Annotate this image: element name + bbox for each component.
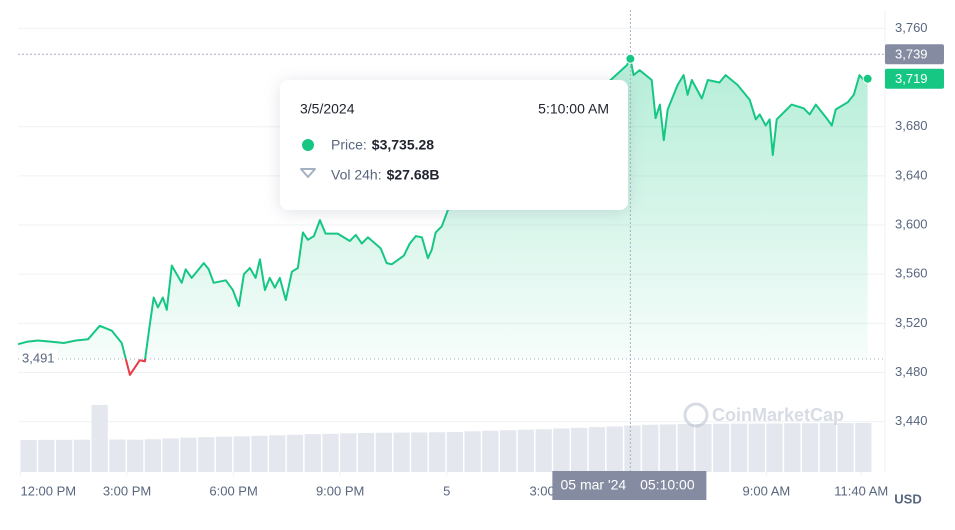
y-tick-label: 3,760 xyxy=(895,20,928,35)
point-marker xyxy=(625,53,636,64)
volume-bar xyxy=(446,431,463,472)
y-tick-label: 3,520 xyxy=(895,315,928,330)
volume-bar xyxy=(517,429,535,472)
y-unit: USD xyxy=(894,491,921,506)
volume-bar xyxy=(500,430,517,472)
y-tick-label: 3,560 xyxy=(895,266,928,281)
volume-bar xyxy=(375,432,392,472)
volume-bar xyxy=(91,404,108,472)
crosshair-date: 05 mar '24 xyxy=(561,477,627,493)
volume-bar xyxy=(784,423,801,472)
watermark: CoinMarketCap xyxy=(683,402,844,428)
volume-bar xyxy=(606,426,623,472)
volume-bar xyxy=(837,423,854,472)
volume-bar xyxy=(677,424,694,472)
volume-bar xyxy=(730,423,748,472)
x-tick-label: 5 xyxy=(443,483,450,498)
volume-bar xyxy=(304,434,321,472)
volume-bar xyxy=(819,423,836,472)
y-tick-label: 3,480 xyxy=(895,364,928,379)
volume-bar xyxy=(162,438,179,472)
x-tick-label: 9:00 AM xyxy=(743,483,791,498)
price-label-box xyxy=(885,68,944,89)
x-tick-label: 3:00 PM xyxy=(103,483,151,498)
baseline-label: 3,491 xyxy=(22,350,55,365)
volume-bar xyxy=(144,439,162,472)
volume-bar xyxy=(73,439,91,472)
crosshair-time: 05:10:00 xyxy=(640,477,695,493)
volume-bar xyxy=(393,432,410,472)
volume-bar xyxy=(322,433,339,472)
x-tick-label: 12:00 PM xyxy=(20,483,76,498)
volume-bar xyxy=(269,435,286,472)
tooltip-price-value: $3,735.28 xyxy=(372,137,434,153)
watermark-logo xyxy=(683,402,709,428)
volume-bar xyxy=(215,436,233,472)
volume-bar xyxy=(535,429,552,472)
watermark-text: CoinMarketCap xyxy=(712,405,844,425)
tooltip-time: 5:10:00 AM xyxy=(538,101,609,117)
tooltip-price-icon xyxy=(302,139,314,151)
volume-bar xyxy=(624,425,641,472)
tooltip-date: 3/5/2024 xyxy=(300,101,355,117)
volume-bar xyxy=(340,433,357,472)
volume-bar xyxy=(56,439,73,472)
volume-bar xyxy=(571,427,588,472)
tooltip-volume-value: $27.68B xyxy=(387,167,440,183)
volume-bar xyxy=(766,423,783,472)
price-area xyxy=(18,58,868,375)
y-tick-label: 3,600 xyxy=(895,216,928,231)
tooltip-volume-icon xyxy=(300,168,316,178)
tooltip xyxy=(280,80,628,210)
overlays: 3,491 3,739 3,719 05 mar '24 05:10:00 xyxy=(18,10,944,500)
volume-bar xyxy=(180,437,197,472)
tooltip-box xyxy=(280,80,628,210)
volume-bar xyxy=(286,434,304,472)
volume-bar xyxy=(553,428,570,472)
volume-bar xyxy=(38,439,55,472)
volume-bar xyxy=(588,427,606,472)
tooltip-price-label: Price: xyxy=(331,137,367,153)
price-line xyxy=(17,57,868,376)
volume-bar xyxy=(659,424,677,472)
y-tick-label: 3,440 xyxy=(895,413,928,428)
price-line xyxy=(17,57,868,376)
tooltip-content: 3/5/2024 5:10:00 AM Price: $3,735.28 Vol… xyxy=(300,101,609,183)
volume-bar xyxy=(855,422,872,472)
volume-bar xyxy=(642,424,659,472)
volume-bar xyxy=(801,423,819,472)
y-tick-label: 3,640 xyxy=(895,167,928,182)
point-marker xyxy=(862,73,873,84)
volume-bar xyxy=(20,440,37,472)
volume-bar xyxy=(748,423,765,472)
tooltip-volume-label: Vol 24h: xyxy=(331,167,382,183)
crosshair-label-box xyxy=(552,471,707,500)
price-label: 3,739 xyxy=(895,47,928,62)
volume-bar xyxy=(713,423,730,472)
volume-bar xyxy=(695,423,712,472)
volume-bar xyxy=(428,432,446,472)
volume-bar xyxy=(109,439,126,472)
volume-bar xyxy=(233,436,250,472)
baseline-label-bg xyxy=(19,349,58,367)
volume-bars xyxy=(20,404,872,472)
volume-bar xyxy=(198,437,215,472)
volume-bar xyxy=(127,439,144,472)
volume-bar xyxy=(411,432,428,472)
x-tick-label: 11:40 AM xyxy=(834,483,888,498)
volume-bar xyxy=(251,435,268,472)
volume-bar xyxy=(357,432,375,472)
volume-bar xyxy=(482,430,499,472)
x-tick-label: 9:00 PM xyxy=(316,483,364,498)
y-tick-label: 3,680 xyxy=(895,118,928,133)
x-tick-label: 6:00 PM xyxy=(209,483,257,498)
price-label-box xyxy=(885,44,944,65)
volume-bar xyxy=(464,431,481,472)
price-label: 3,719 xyxy=(895,71,928,86)
